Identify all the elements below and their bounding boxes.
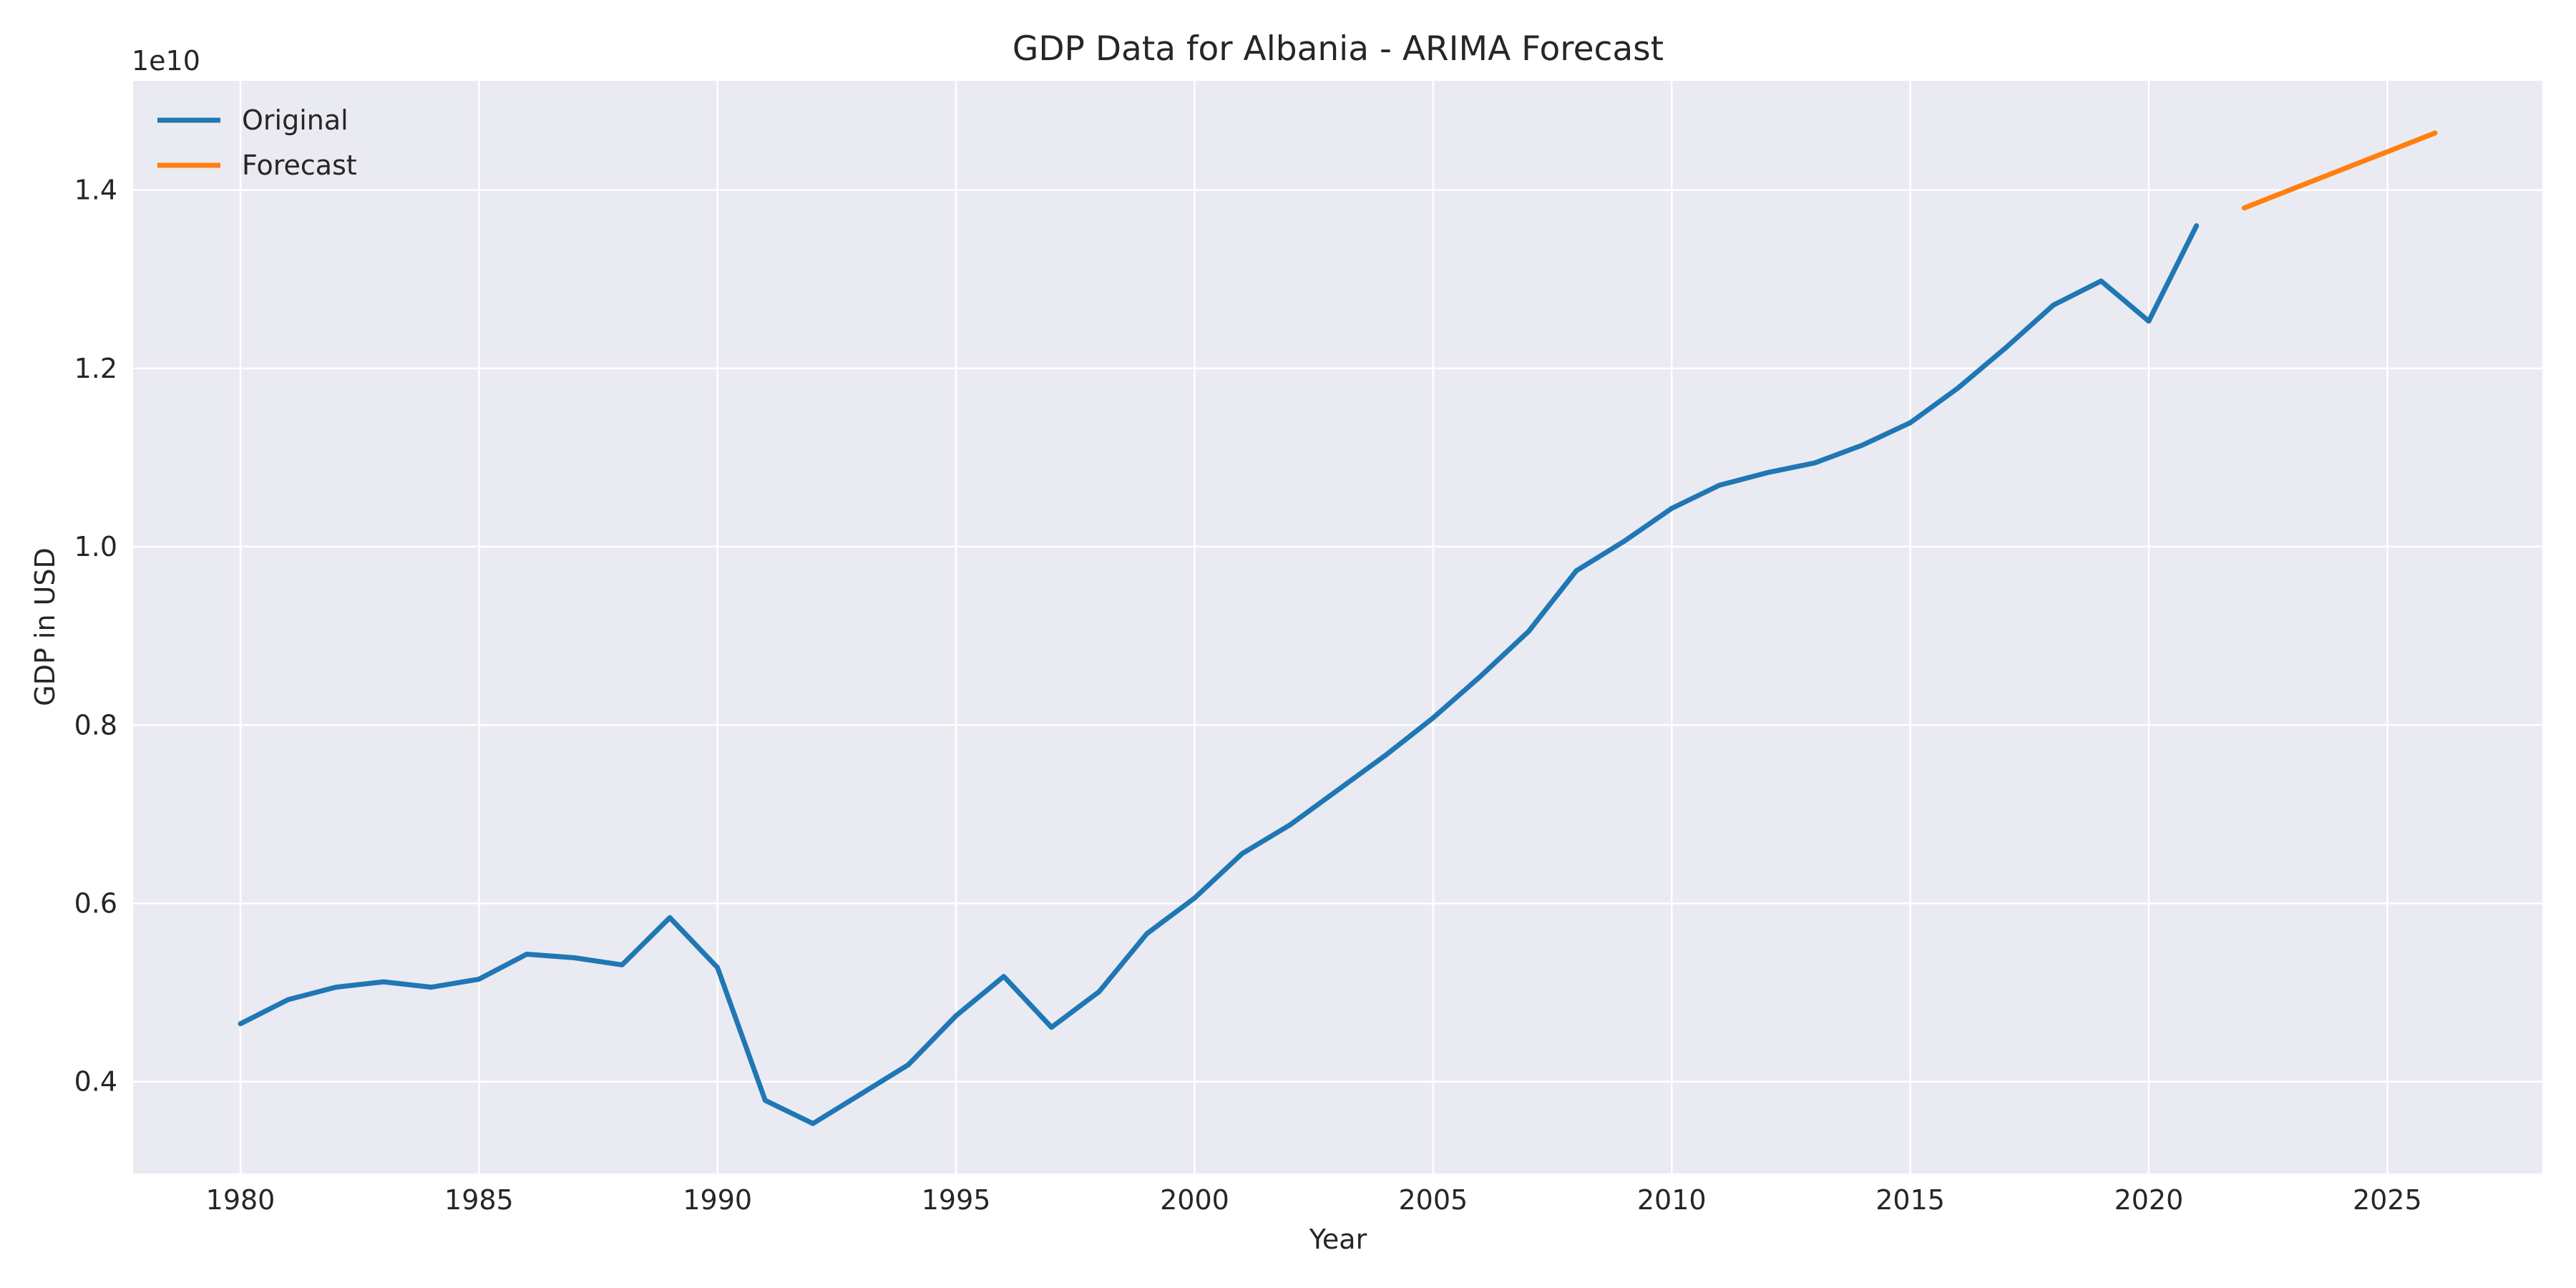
plot-area <box>133 81 2542 1174</box>
x-tick-label: 1990 <box>683 1184 752 1216</box>
y-axis-label: GDP in USD <box>29 547 61 706</box>
y-tick-labels: 0.4 0.6 0.8 1.0 1.2 1.4 <box>74 175 117 1098</box>
legend-label-forecast: Forecast <box>242 150 357 181</box>
y-tick-label: 0.6 <box>74 887 117 919</box>
y-tick-label: 0.8 <box>74 709 117 741</box>
y-tick-label: 1.0 <box>74 531 117 562</box>
x-tick-label: 2025 <box>2353 1184 2422 1216</box>
x-tick-label: 2015 <box>1875 1184 1945 1216</box>
y-tick-label: 1.2 <box>74 353 117 384</box>
grid <box>133 81 2542 1174</box>
x-tick-label: 2020 <box>2114 1184 2184 1216</box>
series-line-forecast <box>2241 130 2438 211</box>
x-tick-label: 1980 <box>206 1184 275 1216</box>
x-tick-label: 2005 <box>1398 1184 1468 1216</box>
y-tick-label: 1.4 <box>74 175 117 206</box>
y-offset-label: 1e10 <box>132 45 200 77</box>
series-lines <box>238 130 2438 1126</box>
x-axis-label: Year <box>1309 1224 1367 1255</box>
x-tick-label: 1995 <box>922 1184 991 1216</box>
x-tick-label: 2000 <box>1160 1184 1229 1216</box>
x-tick-label: 2010 <box>1637 1184 1707 1216</box>
legend-label-original: Original <box>242 104 348 136</box>
x-tick-labels: 1980 1985 1990 1995 2000 2005 2010 2015 2020 2025 <box>206 1184 2422 1216</box>
chart-title: GDP Data for Albania - ARIMA Forecast <box>1013 29 1664 69</box>
series-line-original <box>238 223 2200 1126</box>
x-tick-label: 1985 <box>444 1184 514 1216</box>
y-tick-label: 0.4 <box>74 1066 117 1098</box>
legend: Original Forecast <box>157 104 357 181</box>
